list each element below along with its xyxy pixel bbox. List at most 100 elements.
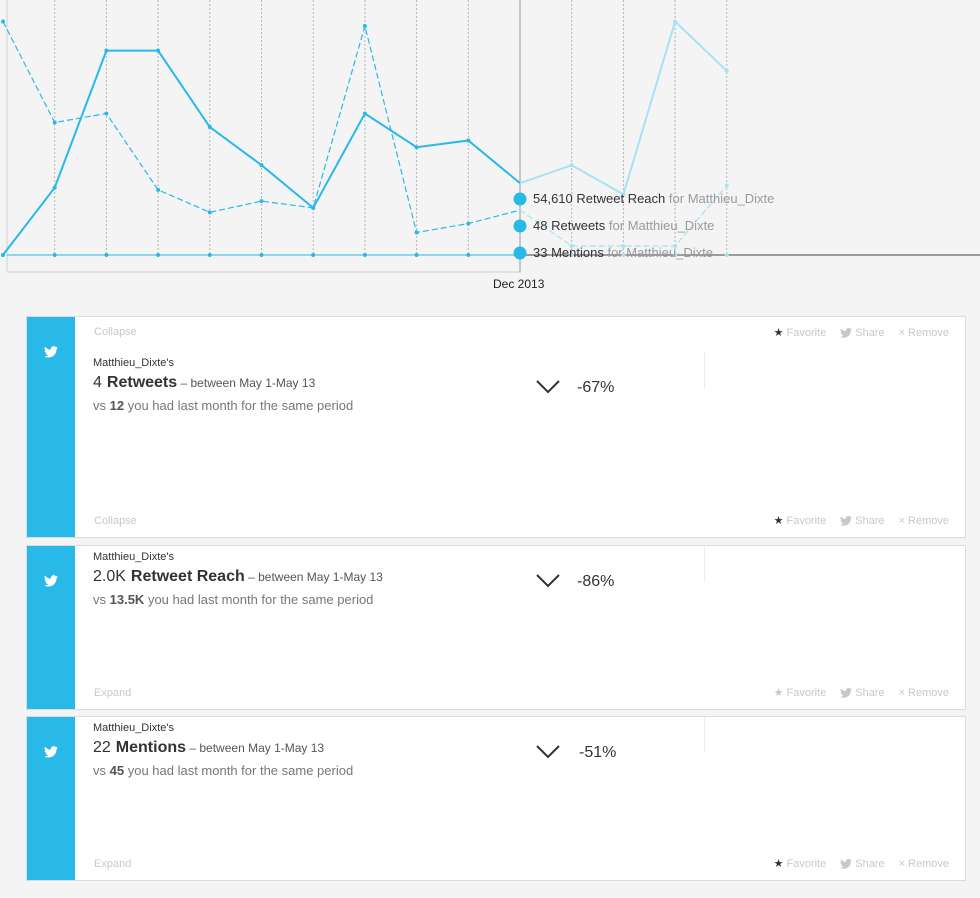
close-icon: × (898, 857, 906, 870)
remove-button[interactable]: × Remove (899, 515, 949, 527)
twitter-bird-icon (44, 575, 58, 587)
expand-link[interactable]: Expand (94, 858, 132, 870)
data-point (414, 253, 419, 257)
share-label: Share (855, 858, 885, 870)
data-point (104, 48, 109, 53)
data-point (1, 19, 5, 24)
metric-headline: 4 Retweets – between May 1-May 13 (93, 374, 315, 392)
favorite-button[interactable]: ★ Favorite (774, 515, 827, 527)
favorite-label: Favorite (786, 687, 827, 699)
data-point (362, 253, 367, 257)
data-point (621, 253, 626, 257)
star-icon: ★ (773, 857, 784, 870)
series-line-future-dashed (519, 185, 728, 247)
close-icon: × (898, 686, 906, 699)
data-point (621, 192, 626, 197)
x-axis-label: Dec 2013 (493, 277, 545, 291)
metric-headline: 22 Mentions – between May 1-May 13 (93, 739, 324, 757)
data-point (724, 68, 729, 73)
share-button[interactable]: Share (840, 687, 885, 699)
change-percent: -51% (579, 744, 617, 761)
data-point (724, 183, 729, 188)
data-point (52, 185, 57, 190)
data-point (52, 120, 57, 125)
data-point (259, 253, 264, 257)
mentions-card: Matthieu_Dixte's 22 Mentions – between Ma… (26, 716, 966, 881)
highlight-dot (513, 219, 527, 233)
data-point (156, 253, 161, 257)
favorite-label: Favorite (786, 515, 827, 527)
previous-value: 13.5K (109, 592, 145, 607)
collapse-link-bottom[interactable]: Collapse (94, 515, 137, 527)
date-range: – between May 1-May 13 (189, 741, 325, 755)
favorite-button[interactable]: ★ Favorite (774, 858, 827, 870)
highlight-dot (513, 192, 527, 206)
share-label: Share (855, 327, 885, 339)
expand-link[interactable]: Expand (94, 687, 132, 699)
data-point (673, 253, 678, 257)
share-label: Share (855, 515, 885, 527)
retweet-reach-card: Matthieu_Dixte's 2.0K Retweet Reach – bet… (26, 545, 966, 710)
comparison-text: vs 45 you had last month for the same pe… (93, 763, 353, 778)
data-point (207, 210, 212, 215)
card-stripe (27, 717, 75, 880)
data-point (569, 253, 574, 257)
remove-button[interactable]: × Remove (899, 687, 949, 699)
data-point (569, 244, 574, 249)
vs-prefix: vs (93, 592, 106, 607)
tooltip-value: 54,610 (533, 191, 573, 206)
series-line-dashed (2, 21, 521, 234)
metric-value: 22 (93, 739, 111, 756)
data-point (259, 163, 264, 168)
data-point (673, 244, 678, 249)
remove-label: Remove (908, 858, 949, 870)
date-range: – between May 1-May 13 (248, 570, 383, 584)
tooltip-value: 48 (533, 218, 548, 233)
metric-name: Mentions (115, 739, 187, 756)
vs-suffix: you had last month for the same period (147, 592, 374, 607)
vs-prefix: vs (93, 398, 106, 413)
share-button[interactable]: Share (840, 858, 885, 870)
share-button[interactable]: Share (840, 327, 885, 339)
card-actions-bottom: ★ Favorite Share × Remove (774, 687, 949, 699)
twitter-share-icon (840, 328, 853, 338)
share-button[interactable]: Share (840, 515, 885, 527)
remove-button[interactable]: × Remove (899, 858, 949, 870)
data-point (414, 230, 419, 235)
activity-chart: 54,610 Retweet Reach for Matthieu_Dixte … (0, 0, 980, 300)
data-point (156, 48, 161, 53)
data-point (466, 221, 471, 226)
highlight-dot (513, 246, 527, 260)
change-percent: -86% (577, 573, 615, 590)
previous-value: 12 (109, 398, 125, 413)
data-point (104, 111, 109, 116)
comparison-text: vs 12 you had last month for the same pe… (93, 398, 353, 413)
metric-name: Retweet Reach (130, 568, 245, 585)
data-point (724, 253, 729, 257)
account-owner: Matthieu_Dixte's (93, 551, 174, 563)
remove-label: Remove (908, 687, 949, 699)
data-point (569, 163, 574, 168)
remove-label: Remove (908, 515, 949, 527)
card-actions-bottom: ★ Favorite Share × Remove (774, 515, 949, 527)
data-point (104, 253, 109, 257)
twitter-share-icon (840, 859, 853, 869)
favorite-button[interactable]: ★ Favorite (774, 327, 827, 339)
previous-value: 45 (109, 763, 125, 778)
data-point (156, 187, 161, 192)
card-stripe (27, 546, 75, 709)
remove-button[interactable]: × Remove (899, 327, 949, 339)
favorite-button[interactable]: ★ Favorite (774, 687, 827, 699)
divider (704, 717, 705, 753)
divider (704, 353, 705, 389)
retweets-card: Collapse ★ Favorite Share × Remove Matthie… (26, 316, 966, 538)
data-point (311, 253, 316, 257)
data-point (207, 125, 212, 130)
vs-suffix: you had last month for the same period (127, 763, 354, 778)
collapse-link[interactable]: Collapse (94, 326, 137, 338)
data-point (673, 19, 678, 24)
close-icon: × (898, 326, 906, 339)
share-label: Share (855, 687, 885, 699)
tooltip-for: for Matthieu_Dixte (607, 245, 713, 260)
metric-headline: 2.0K Retweet Reach – between May 1-May 13 (93, 568, 383, 586)
